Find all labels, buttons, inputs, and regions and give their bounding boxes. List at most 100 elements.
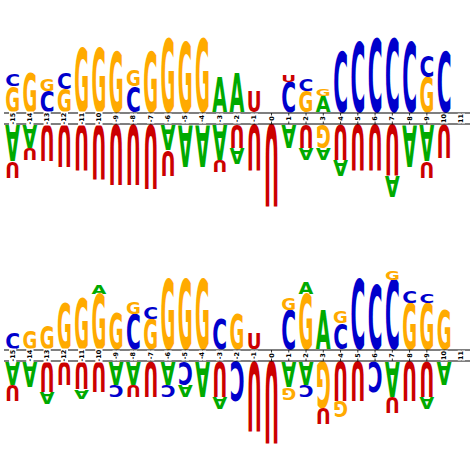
tick-label: -5 <box>181 114 189 122</box>
tick-label: -7 <box>147 115 155 122</box>
tick-label: 7 <box>388 353 396 358</box>
logo-letter: A <box>299 279 315 298</box>
tick-label-box <box>302 353 309 359</box>
tick-label: 4 <box>337 353 345 358</box>
tick-label-box <box>320 353 327 359</box>
tick-label-box <box>199 114 206 124</box>
tick-label: -15 <box>9 349 17 361</box>
position-ruler: -15-14-13-12-11-10-9-8-7-6-5-4-3-2-10123… <box>4 112 470 126</box>
logo-letter: U <box>5 157 20 182</box>
tick-label-box <box>337 116 344 122</box>
logo-letter: A <box>177 381 193 400</box>
tick-label-box <box>78 349 85 363</box>
tick-label: -9 <box>112 351 120 359</box>
tick-label: 4 <box>337 116 345 121</box>
logo-letter: U <box>161 143 176 183</box>
ruler-band <box>4 113 470 124</box>
tick-label-box <box>26 349 33 363</box>
tick-label-box <box>233 351 240 361</box>
tick-label-box <box>268 353 275 359</box>
position-ruler: -15-14-13-12-11-10-9-8-7-6-5-4-3-2-10123… <box>4 349 470 363</box>
logo-letter: U <box>385 392 400 417</box>
tick-label-box <box>406 116 413 122</box>
tick-label-box <box>216 114 223 124</box>
logo-letter: C <box>419 291 434 306</box>
tick-label-box <box>78 112 85 126</box>
tick-label-box <box>251 114 258 124</box>
tick-label-box <box>354 353 361 359</box>
logo-letter: C <box>143 304 158 323</box>
logo-letter: U <box>281 73 296 84</box>
logo-letter: G <box>281 295 296 314</box>
tick-label-box <box>354 116 361 122</box>
tick-label: 8 <box>406 353 414 358</box>
logo-letter: C <box>299 76 314 95</box>
tick-label-box <box>458 351 465 361</box>
logo-letter: U <box>22 144 37 163</box>
tick-label: -5 <box>181 351 189 359</box>
tick-label: -1 <box>250 351 258 359</box>
tick-label-box <box>389 353 396 359</box>
logo-letter: C <box>5 71 20 90</box>
tick-label: -8 <box>129 351 137 359</box>
letter-stacks: CGGGGGAGCGGCGGGCGUCGGAACGCCCGGCGCGAUAUAU… <box>5 262 452 468</box>
logo-panel: GCGCGGCGGGCGGGGGAAUCUGCAGCCCCCGCCAUAUUUU… <box>4 19 470 231</box>
tick-label: 2 <box>302 353 310 358</box>
tick-label-box <box>423 353 430 359</box>
tick-label-box <box>130 351 137 361</box>
tick-label-box <box>371 116 378 122</box>
tick-label: 10 <box>440 351 448 361</box>
tick-label: 8 <box>406 116 414 121</box>
tick-label-box <box>268 116 275 122</box>
tick-label: -14 <box>26 112 34 124</box>
tick-label: -6 <box>164 351 172 359</box>
tick-label: 6 <box>371 116 379 121</box>
tick-label: -4 <box>198 114 206 122</box>
logo-letter: U <box>419 157 434 182</box>
tick-label-box <box>371 353 378 359</box>
tick-label: -13 <box>43 350 51 362</box>
logo-letter: A <box>74 387 89 402</box>
logo-letter: A <box>92 282 107 297</box>
tick-label-box <box>441 351 448 361</box>
tick-label: 9 <box>423 353 431 358</box>
tick-label-box <box>113 351 120 361</box>
tick-label-box <box>285 116 292 122</box>
tick-label: -2 <box>233 352 241 359</box>
tick-label: 1 <box>285 116 293 121</box>
tick-label-box <box>147 114 154 124</box>
tick-label: -10 <box>95 112 103 124</box>
logo-letter: C <box>419 51 434 84</box>
logo-letter: A <box>385 169 400 202</box>
tick-label-box <box>164 351 171 361</box>
logo-letter: C <box>161 381 176 400</box>
tick-label: 6 <box>371 353 379 358</box>
tick-label: -3 <box>216 352 224 359</box>
logo-letter: G <box>281 384 296 403</box>
logo-letter: U <box>212 156 227 175</box>
tick-label: -14 <box>26 349 34 361</box>
tick-label: 5 <box>354 353 362 358</box>
tick-label-box <box>233 114 240 124</box>
tick-label: -11 <box>78 349 86 361</box>
logo-letter: A <box>230 143 245 168</box>
logo-letter: G <box>126 299 141 318</box>
ruler-band <box>4 350 470 361</box>
tick-label-box <box>216 351 223 361</box>
logo-letter: A <box>333 155 348 180</box>
tick-label: -11 <box>78 112 86 124</box>
tick-label: -15 <box>9 112 17 124</box>
logo-letter: A <box>418 393 434 412</box>
tick-label: 3 <box>319 116 327 121</box>
logo-letter: G <box>316 87 331 98</box>
tick-label: 9 <box>423 116 431 121</box>
tick-label: -10 <box>95 349 103 361</box>
tick-label-box <box>406 353 413 359</box>
tick-label-box <box>441 114 448 124</box>
logo-letter: C <box>109 381 124 400</box>
tick-label-box <box>164 114 171 124</box>
tick-label: -1 <box>250 114 258 122</box>
tick-label: -13 <box>43 113 51 125</box>
tick-label-box <box>147 351 154 361</box>
logo-letter: C <box>57 69 72 94</box>
